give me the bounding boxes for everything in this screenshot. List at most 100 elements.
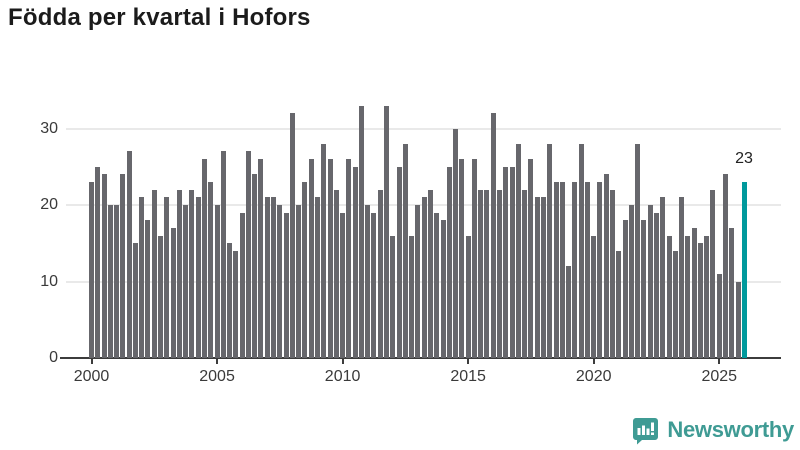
bar-2026-Q1	[741, 182, 747, 358]
x-axis-label-2000: 2000	[73, 368, 110, 385]
bar-2023-Q3	[679, 197, 685, 358]
x-tick-2005	[216, 359, 219, 364]
bar-2000-Q1	[89, 182, 94, 358]
bar-2024-Q2	[697, 243, 703, 358]
bar-2025-Q2	[723, 174, 729, 358]
bar-2015-Q3	[478, 189, 484, 358]
bar-2012-Q4	[409, 235, 415, 358]
bar-2015-Q1	[465, 235, 471, 358]
x-tick-2020	[592, 359, 595, 364]
y-axis-label-10: 10	[40, 272, 58, 290]
bar-2012-Q2	[396, 166, 402, 358]
bar-2017-Q4	[534, 197, 540, 358]
gridline-y-30	[66, 127, 781, 130]
bar-2024-Q3	[704, 235, 710, 358]
x-axis-label-2025: 2025	[701, 368, 738, 385]
bar-2020-Q1	[591, 235, 597, 358]
bar-2005-Q1	[214, 205, 220, 358]
bar-2002-Q4	[158, 235, 164, 358]
bar-2024-Q4	[710, 189, 716, 358]
bar-2023-Q4	[685, 235, 691, 358]
y-axis-label-0: 0	[49, 349, 58, 366]
bar-2006-Q1	[239, 212, 245, 358]
bar-2008-Q4	[308, 159, 314, 358]
bar-2015-Q4	[484, 189, 490, 358]
bar-2017-Q2	[522, 189, 528, 358]
x-axis-label-2015: 2015	[450, 368, 486, 385]
x-tick-2010	[341, 359, 344, 364]
highlight-value-label: 23	[735, 150, 753, 167]
bar-2016-Q3	[503, 166, 509, 358]
x-axis-label-2005: 2005	[199, 368, 235, 385]
bar-2025-Q1	[716, 273, 722, 358]
bar-2019-Q4	[584, 182, 590, 358]
bar-2002-Q1	[139, 197, 145, 358]
bar-2011-Q1	[365, 205, 371, 358]
bar-2003-Q1	[164, 197, 170, 358]
bar-2018-Q3	[553, 182, 559, 358]
bar-2023-Q1	[666, 235, 672, 358]
bar-2011-Q2	[371, 212, 377, 358]
bar-2004-Q4	[208, 182, 214, 358]
bar-2021-Q3	[628, 205, 634, 358]
bar-2011-Q3	[377, 189, 383, 358]
bar-2011-Q4	[384, 105, 390, 358]
bar-2004-Q2	[195, 197, 201, 358]
bar-2021-Q4	[635, 143, 641, 358]
bar-2022-Q1	[641, 220, 647, 358]
bar-2021-Q2	[622, 220, 628, 358]
bar-2007-Q3	[277, 205, 283, 358]
bar-2014-Q3	[453, 128, 459, 358]
bar-2005-Q3	[227, 243, 233, 358]
bar-2012-Q3	[402, 143, 408, 358]
bar-2009-Q1	[314, 197, 320, 358]
bar-2000-Q3	[101, 174, 107, 358]
x-tick-2015	[467, 359, 470, 364]
newsworthy-wordmark: Newsworthy	[667, 417, 794, 442]
bar-2002-Q3	[151, 189, 157, 358]
x-tick-2000	[90, 359, 93, 364]
bar-2010-Q4	[358, 105, 364, 358]
x-axis-label-2020: 2020	[575, 368, 612, 385]
bar-2003-Q2	[170, 227, 176, 358]
bar-2015-Q2	[471, 159, 477, 358]
newsworthy-logo: Newsworthy	[631, 415, 794, 445]
y-axis-label-30: 30	[40, 119, 58, 137]
bar-2005-Q4	[233, 250, 239, 358]
bar-2016-Q2	[497, 189, 503, 358]
bar-2022-Q2	[647, 205, 653, 358]
bar-2014-Q4	[459, 159, 465, 358]
bar-2008-Q3	[302, 182, 308, 358]
bar-2005-Q2	[220, 151, 226, 358]
bar-2012-Q1	[390, 235, 396, 358]
bar-2002-Q2	[145, 220, 151, 358]
bar-2022-Q4	[660, 197, 666, 358]
bar-2010-Q1	[340, 212, 346, 358]
bar-2020-Q3	[603, 174, 609, 358]
bar-2008-Q1	[289, 113, 295, 358]
bar-2014-Q1	[440, 220, 446, 358]
bar-2013-Q1	[415, 205, 421, 358]
bar-2021-Q1	[616, 250, 622, 358]
bar-2018-Q1	[540, 197, 546, 358]
newsworthy-chart-bubble-icon	[631, 416, 660, 445]
bar-2001-Q1	[114, 205, 120, 358]
bar-2010-Q3	[352, 166, 358, 358]
bar-2017-Q3	[528, 159, 534, 358]
bar-2022-Q3	[653, 212, 659, 358]
bar-2013-Q2	[421, 197, 427, 358]
bar-2006-Q2	[245, 151, 251, 358]
bar-2010-Q2	[346, 159, 352, 358]
bar-2025-Q3	[729, 227, 735, 358]
bar-2019-Q3	[578, 143, 584, 358]
bar-2001-Q4	[132, 243, 138, 358]
bar-2008-Q2	[296, 205, 302, 358]
bar-2024-Q1	[691, 227, 697, 358]
bar-2007-Q4	[283, 212, 289, 358]
bar-2006-Q3	[252, 174, 258, 358]
bar-2016-Q1	[490, 113, 496, 358]
bar-2014-Q2	[446, 166, 452, 358]
bar-2003-Q3	[176, 189, 182, 358]
bar-2004-Q1	[189, 189, 195, 358]
